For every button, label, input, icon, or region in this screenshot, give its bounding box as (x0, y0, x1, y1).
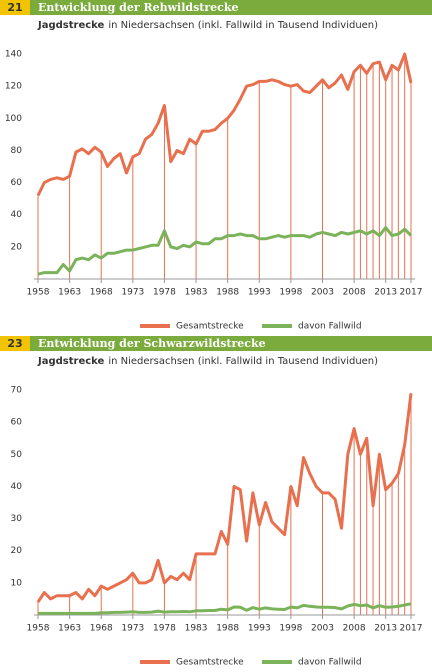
x-tick-label: 1963 (58, 624, 81, 634)
y-tick-label: 60 (11, 178, 23, 188)
x-tick-label: 1993 (248, 624, 271, 634)
series-line (37, 226, 413, 276)
y-tick-label: 20 (11, 242, 23, 252)
x-tick-label: 1993 (248, 288, 271, 298)
x-tick-label: 1973 (121, 624, 144, 634)
subtitle: Jagdstrecke in Niedersachsen (inkl. Fallw… (37, 356, 378, 367)
chart-title: Entwicklung der Rehwildstrecke (38, 1, 238, 14)
x-tick-label: 1963 (58, 288, 81, 298)
subtitle-part: in Niedersachsen (inkl. Fallwild in Taus… (108, 20, 378, 31)
x-tick-label: 2013 (374, 624, 397, 634)
x-tick-label: 1968 (90, 624, 113, 634)
legend-label: Gesamtstrecke (176, 322, 244, 332)
y-tick-label: 50 (11, 450, 23, 460)
title-bar (30, 0, 432, 15)
x-tick-label: 1988 (216, 288, 239, 298)
series-line (38, 602, 412, 615)
title-bar (30, 336, 432, 351)
y-tick-label: 70 (11, 386, 23, 396)
x-tick-label: 2008 (343, 624, 366, 634)
x-tick-label: 1978 (153, 624, 176, 634)
chart-number: 21 (7, 1, 22, 14)
x-tick-label: 1958 (27, 288, 50, 298)
y-tick-label: 40 (11, 210, 23, 220)
number-box (0, 0, 30, 15)
x-tick-label: 1983 (185, 288, 208, 298)
y-tick-label: 140 (5, 50, 22, 60)
x-tick-label: 1958 (27, 624, 50, 634)
x-tick-label: 2013 (374, 288, 397, 298)
subtitle-part: Jagdstrecke (37, 356, 105, 367)
y-tick-label: 80 (11, 146, 23, 156)
legend-label: Gesamtstrecke (176, 658, 244, 668)
x-tick-label: 2017 (400, 624, 423, 634)
y-tick-label: 120 (5, 82, 22, 92)
x-tick-label: 1998 (279, 624, 302, 634)
x-tick-label: 2008 (343, 288, 366, 298)
x-tick-label: 2003 (311, 624, 334, 634)
x-tick-label: 1998 (279, 288, 302, 298)
x-tick-label: 1978 (153, 288, 176, 298)
subtitle: Jagdstrecke in Niedersachsen (inkl. Fallw… (37, 20, 378, 31)
x-tick-label: 1983 (185, 624, 208, 634)
y-tick-label: 20 (11, 546, 23, 556)
y-tick-label: 30 (11, 514, 23, 524)
y-tick-label: 10 (11, 578, 23, 588)
x-tick-label: 2017 (400, 288, 423, 298)
x-tick-label: 1973 (121, 288, 144, 298)
y-tick-label: 60 (11, 418, 23, 428)
subtitle-part: Jagdstrecke (37, 20, 105, 31)
chart-number: 23 (7, 337, 22, 350)
x-tick-label: 1968 (90, 288, 113, 298)
series-line (36, 393, 413, 603)
subtitle-part: in Niedersachsen (inkl. Fallwild in Taus… (108, 356, 378, 367)
x-tick-label: 1988 (216, 624, 239, 634)
y-tick-label: 40 (11, 482, 23, 492)
y-tick-label: 100 (5, 114, 22, 124)
number-box (0, 336, 30, 351)
legend-label: davon Fallwild (298, 658, 362, 668)
x-tick-label: 2003 (311, 288, 334, 298)
series-line (36, 52, 413, 197)
chart-title: Entwicklung der Schwarzwildstrecke (38, 337, 266, 350)
legend-label: davon Fallwild (298, 322, 362, 332)
